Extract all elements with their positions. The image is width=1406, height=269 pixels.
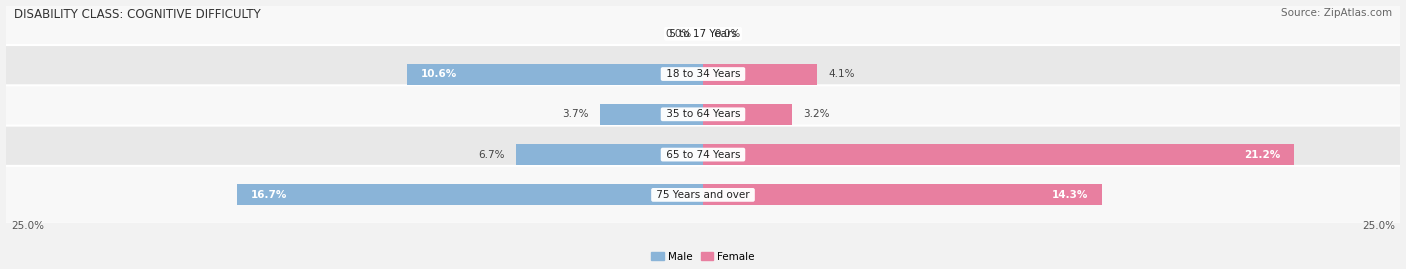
Text: 16.7%: 16.7% [252, 190, 287, 200]
Bar [600, 104, 703, 125]
Text: DISABILITY CLASS: COGNITIVE DIFFICULTY: DISABILITY CLASS: COGNITIVE DIFFICULTY [14, 8, 260, 21]
Bar [516, 144, 703, 165]
Bar [238, 185, 703, 205]
FancyBboxPatch shape [0, 45, 1406, 103]
Text: 18 to 34 Years: 18 to 34 Years [662, 69, 744, 79]
Text: 0.0%: 0.0% [714, 29, 741, 39]
Text: 21.2%: 21.2% [1244, 150, 1281, 160]
FancyBboxPatch shape [0, 85, 1406, 143]
Text: 3.2%: 3.2% [803, 109, 830, 119]
FancyBboxPatch shape [0, 126, 1406, 184]
Legend: Male, Female: Male, Female [647, 247, 759, 266]
Text: 6.7%: 6.7% [478, 150, 505, 160]
Bar [703, 144, 1295, 165]
Text: 0.0%: 0.0% [665, 29, 692, 39]
FancyBboxPatch shape [0, 166, 1406, 224]
Bar [703, 63, 817, 84]
Text: 25.0%: 25.0% [11, 221, 44, 231]
Text: 4.1%: 4.1% [828, 69, 855, 79]
Text: Source: ZipAtlas.com: Source: ZipAtlas.com [1281, 8, 1392, 18]
Bar [703, 185, 1102, 205]
Bar [703, 104, 792, 125]
Text: 10.6%: 10.6% [422, 69, 457, 79]
Text: 25.0%: 25.0% [1362, 221, 1395, 231]
Text: 5 to 17 Years: 5 to 17 Years [666, 29, 740, 39]
Text: 75 Years and over: 75 Years and over [652, 190, 754, 200]
Text: 65 to 74 Years: 65 to 74 Years [662, 150, 744, 160]
Bar [408, 63, 703, 84]
Text: 3.7%: 3.7% [562, 109, 589, 119]
FancyBboxPatch shape [0, 5, 1406, 63]
Text: 14.3%: 14.3% [1052, 190, 1088, 200]
Text: 35 to 64 Years: 35 to 64 Years [662, 109, 744, 119]
